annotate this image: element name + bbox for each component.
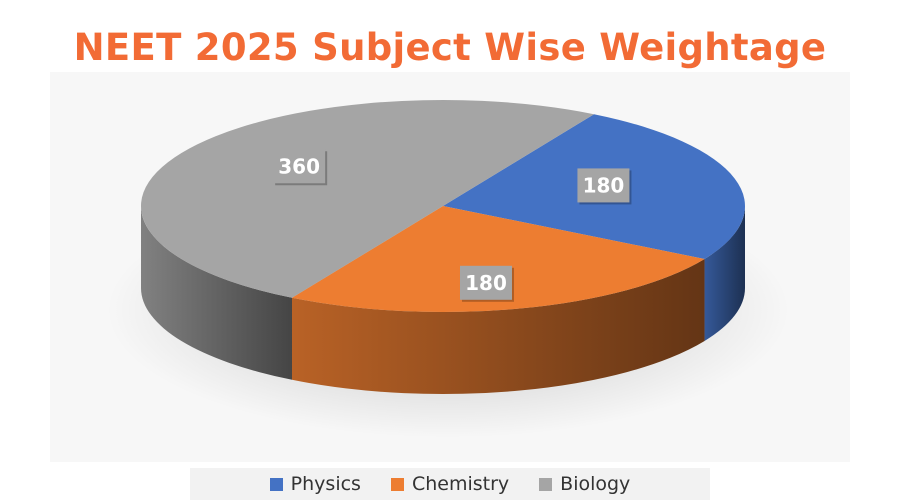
data-label-biology: 360 (273, 149, 328, 186)
svg-text:360: 360 (278, 154, 320, 178)
data-label-chemistry: 180 (459, 265, 514, 302)
chart-legend: Physics Chemistry Biology (190, 468, 710, 500)
pie-wall-physics (704, 206, 745, 341)
legend-swatch-biology (539, 477, 553, 491)
chart-title: NEET 2025 Subject Wise Weightage (73, 26, 827, 69)
svg-text:180: 180 (465, 271, 507, 295)
legend-swatch-physics (269, 477, 283, 491)
legend-swatch-chemistry (390, 477, 404, 491)
svg-text:180: 180 (583, 173, 625, 197)
pie-slice-chemistry (292, 206, 705, 312)
pie-wall-biology (141, 206, 292, 380)
data-label-physics: 180 (577, 168, 632, 205)
legend-item-chemistry: Chemistry (390, 473, 510, 495)
pie-chart: 180 180 360 (106, 99, 790, 438)
legend-label-chemistry: Chemistry (411, 473, 510, 495)
pie-side-walls (141, 206, 745, 394)
chart-area: 180 180 360 (50, 72, 850, 462)
legend-label-biology: Biology (560, 473, 631, 495)
pie-slice-biology (141, 99, 594, 298)
legend-item-physics: Physics (269, 473, 361, 495)
pie-wall-chemistry (292, 259, 705, 394)
legend-label-physics: Physics (290, 473, 361, 495)
legend-item-biology: Biology (539, 473, 630, 495)
